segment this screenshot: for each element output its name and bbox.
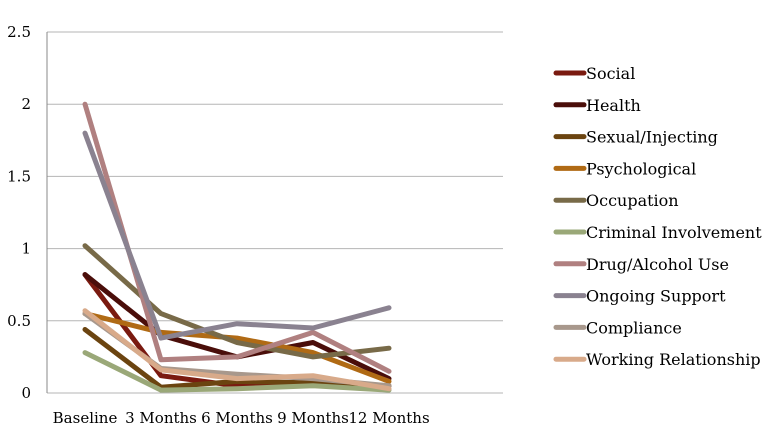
legend-label: Sexual/Injecting (586, 128, 718, 147)
legend-label: Drug/Alcohol Use (586, 255, 729, 274)
series-line-6 (82, 350, 392, 393)
legend-label: Working Relationship (586, 350, 761, 369)
y-tick-label: 2.5 (7, 23, 31, 41)
series-lines (82, 101, 392, 393)
y-tick-label: 1 (21, 240, 31, 258)
x-tick-label: 9 Months (277, 409, 349, 427)
legend-label: Criminal Involvement (586, 223, 762, 242)
y-tick-label: 0.5 (7, 312, 31, 330)
legend: Social Health Sexual/Injecting Psychologica… (553, 64, 762, 369)
series-line-3 (82, 327, 392, 390)
series-line-1 (82, 272, 392, 389)
legend-label: Social (586, 64, 635, 83)
x-tick-label: Baseline (53, 409, 118, 427)
legend-label: Health (586, 96, 641, 115)
legend-label: Occupation (586, 191, 679, 210)
x-tick-label: 6 Months (201, 409, 273, 427)
legend-label: Compliance (586, 318, 682, 337)
series-line-8 (82, 130, 392, 341)
x-axis-tick-labels: Baseline 3 Months 6 Months 9 Months 12 Month… (53, 409, 430, 427)
y-tick-label: 1.5 (7, 167, 31, 185)
y-tick-label: 0 (21, 384, 31, 402)
y-axis-tick-labels: 0 0.5 1 1.5 2 2.5 (7, 23, 31, 402)
y-tick-label: 2 (21, 95, 31, 113)
series-line-10 (82, 308, 392, 392)
series-line-5 (82, 243, 392, 360)
x-tick-label: 3 Months (125, 409, 197, 427)
x-tick-label: 12 Months (348, 409, 429, 427)
legend-label: Psychological (586, 159, 696, 178)
legend-label: Ongoing Support (586, 287, 726, 306)
series-line-4 (82, 311, 392, 384)
